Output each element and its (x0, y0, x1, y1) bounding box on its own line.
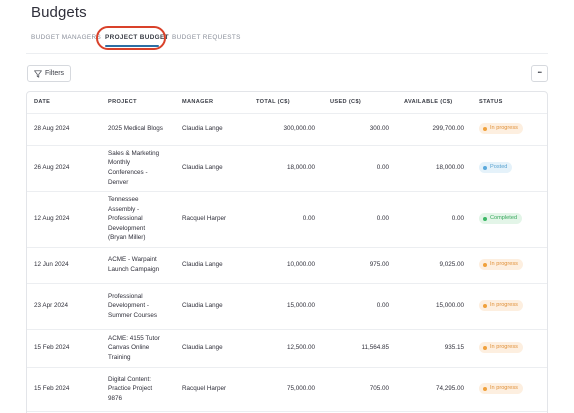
cell-date: 12 Aug 2024 (27, 191, 101, 248)
cell-project: Tennessee Assembly - Professional Develo… (101, 191, 175, 248)
column-header-status[interactable]: STATUS (472, 92, 547, 114)
status-dot-icon (483, 345, 487, 350)
tab-bar: BUDGET MANAGERS PROJECT BUDGET BUDGET RE… (31, 26, 551, 50)
filter-icon (34, 69, 42, 78)
cell-project: Digital Content: Practice Project 9876 (101, 367, 175, 412)
cell-total: 15,000.00 (249, 283, 323, 330)
table-row[interactable]: 26 Aug 2024 Sales & Marketing Monthly Co… (27, 145, 547, 192)
cell-date: 26 Aug 2024 (27, 145, 101, 192)
cell-manager: Claudia Lange (175, 145, 249, 192)
cell-total: 18,000.00 (249, 145, 323, 192)
status-badge: In progress (479, 383, 523, 395)
cell-available: 299,700.00 (397, 113, 472, 146)
cell-total: 0.00 (249, 191, 323, 248)
status-dot-icon (483, 165, 487, 170)
cell-used: 300.00 (323, 113, 397, 146)
cell-total: 12,500.00 (249, 329, 323, 368)
cell-manager: Racquel Harper (175, 367, 249, 412)
cell-manager: Racquel Harper (175, 191, 249, 248)
cell-project: ACME - Warpaint Launch Campaign (101, 247, 175, 284)
cell-status: In progress (472, 329, 547, 368)
cell-manager: Claudia Lange (175, 329, 249, 368)
tab-budget-requests[interactable]: BUDGET REQUESTS (172, 34, 241, 41)
project-budget-table: DATE PROJECT MANAGER TOTAL (C$) USED (C$… (26, 91, 548, 413)
table-header-row: DATE PROJECT MANAGER TOTAL (C$) USED (C$… (27, 92, 547, 114)
cell-manager: Claudia Lange (175, 283, 249, 330)
table-row[interactable]: 15 Feb 2024 ACME: 4155 Tutor Canvas Onli… (27, 329, 547, 368)
column-header-manager[interactable]: MANAGER (175, 92, 249, 114)
cell-available: 18,000.00 (397, 145, 472, 192)
table-row[interactable]: 23 Apr 2024 Professional Development - S… (27, 283, 547, 330)
column-header-used[interactable]: USED (C$) (323, 92, 397, 114)
status-dot-icon (483, 303, 487, 308)
column-header-available[interactable]: AVAILABLE (C$) (397, 92, 472, 114)
cell-available: 15,000.00 (397, 283, 472, 330)
status-label: In progress (490, 344, 518, 351)
cell-available: 9,025.00 (397, 247, 472, 284)
cell-project: ACME: 4155 Tutor Canvas Online Training (101, 329, 175, 368)
filters-button[interactable]: Filters (27, 65, 71, 82)
status-label: Completed (490, 215, 518, 222)
status-badge: In progress (479, 342, 523, 354)
status-dot-icon (483, 386, 487, 391)
table-row[interactable]: 12 Aug 2024 Tennessee Assembly - Profess… (27, 191, 547, 248)
cell-used: 0.00 (323, 191, 397, 248)
cell-status: Posted (472, 145, 547, 192)
more-icon: ••• (537, 70, 542, 76)
cell-used: 0.00 (323, 283, 397, 330)
cell-manager: Claudia Lange (175, 247, 249, 284)
cell-status: In progress (472, 367, 547, 412)
cell-used: 705.00 (323, 367, 397, 412)
cell-total: 75,000.00 (249, 367, 323, 412)
cell-project: Sales & Marketing Monthly Conferences - … (101, 145, 175, 192)
cell-available: 935.15 (397, 329, 472, 368)
table-row[interactable]: 28 Aug 2024 2025 Medical Blogs Claudia L… (27, 113, 547, 146)
cell-available: 0.00 (397, 191, 472, 248)
more-options-button[interactable]: ••• (531, 65, 548, 82)
status-badge: In progress (479, 259, 523, 271)
cell-status: Completed (472, 191, 547, 248)
status-badge: In progress (479, 123, 523, 135)
filters-label: Filters (45, 70, 65, 77)
cell-status: In progress (472, 113, 547, 146)
status-dot-icon (483, 262, 487, 267)
cell-total: 300,000.00 (249, 113, 323, 146)
status-label: Posted (490, 164, 508, 171)
cell-used: 11,564.85 (323, 329, 397, 368)
table-row[interactable]: 12 Jun 2024 ACME - Warpaint Launch Campa… (27, 247, 547, 284)
active-tab-indicator (105, 45, 159, 47)
column-header-total[interactable]: TOTAL (C$) (249, 92, 323, 114)
tab-project-budget[interactable]: PROJECT BUDGET (105, 34, 169, 41)
cell-date: 15 Feb 2024 (27, 329, 101, 368)
cell-used: 975.00 (323, 247, 397, 284)
status-label: In progress (490, 302, 518, 309)
status-badge: Posted (479, 162, 513, 174)
cell-date: 23 Apr 2024 (27, 283, 101, 330)
cell-available: 74,295.00 (397, 367, 472, 412)
column-header-date[interactable]: DATE (27, 92, 101, 114)
status-label: In progress (490, 385, 518, 392)
cell-project: 2025 Medical Blogs (101, 113, 175, 146)
tab-budget-managers[interactable]: BUDGET MANAGERS (31, 34, 102, 41)
cell-manager: Claudia Lange (175, 113, 249, 146)
highlight-ring (96, 26, 166, 50)
cell-date: 15 Feb 2024 (27, 367, 101, 412)
column-header-project[interactable]: PROJECT (101, 92, 175, 114)
cell-used: 0.00 (323, 145, 397, 192)
status-badge: Completed (479, 213, 523, 225)
status-dot-icon (483, 126, 487, 131)
status-label: In progress (490, 261, 518, 268)
cell-project: Professional Development - Summer Course… (101, 283, 175, 330)
page-title: Budgets (31, 4, 87, 21)
status-label: In progress (490, 125, 518, 132)
table-row[interactable]: 15 Feb 2024 Digital Content: Practice Pr… (27, 367, 547, 412)
cell-total: 10,000.00 (249, 247, 323, 284)
cell-status: In progress (472, 247, 547, 284)
status-dot-icon (483, 216, 487, 221)
cell-date: 28 Aug 2024 (27, 113, 101, 146)
cell-date: 12 Jun 2024 (27, 247, 101, 284)
status-badge: In progress (479, 300, 523, 312)
cell-status: In progress (472, 283, 547, 330)
tabs-divider (26, 53, 548, 54)
